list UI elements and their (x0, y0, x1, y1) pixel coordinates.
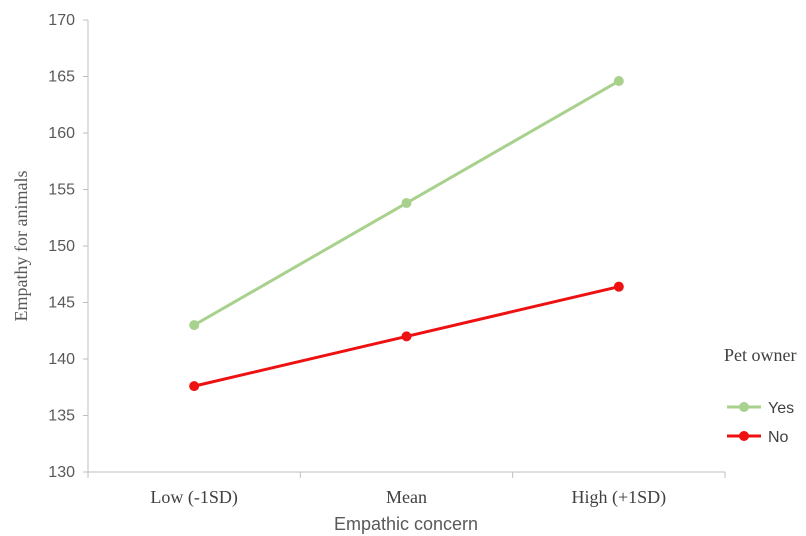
y-tick-label: 130 (48, 464, 75, 481)
x-tick-label: Low (-1SD) (150, 487, 238, 508)
legend: Pet owner Yes No (724, 345, 796, 446)
y-tick-label: 140 (48, 351, 75, 368)
data-point-no (401, 331, 412, 342)
y-tick-label: 160 (48, 125, 75, 142)
legend-label-yes: Yes (768, 400, 794, 417)
y-tick-label: 155 (48, 182, 75, 199)
axes (83, 19, 726, 478)
y-tick-label: 135 (48, 408, 75, 425)
y-tick-label: 145 (48, 295, 75, 312)
y-tick-label: 170 (48, 12, 75, 29)
legend-label-no: No (768, 429, 789, 446)
legend-swatch-marker-no (739, 431, 749, 441)
y-axis-label: Empathy for animals (11, 171, 31, 322)
data-point-yes (189, 320, 200, 331)
legend-title: Pet owner (724, 345, 796, 365)
data-point-yes (401, 198, 412, 209)
data-point-no (189, 381, 200, 392)
x-tick-labels: Low (-1SD) Mean High (+1SD) (150, 487, 666, 508)
data-point-yes (613, 76, 624, 87)
y-tick-label: 165 (48, 69, 75, 86)
x-tick-label: Mean (386, 487, 427, 507)
x-axis-label: Empathic concern (334, 514, 478, 534)
y-tick-label: 150 (48, 238, 75, 255)
series-group (189, 76, 624, 392)
legend-swatch-marker-yes (739, 402, 749, 412)
y-tick-labels: 130 135 140 145 150 155 160 165 170 (48, 12, 75, 481)
x-tick-label: High (+1SD) (572, 487, 667, 508)
data-point-no (613, 281, 624, 292)
